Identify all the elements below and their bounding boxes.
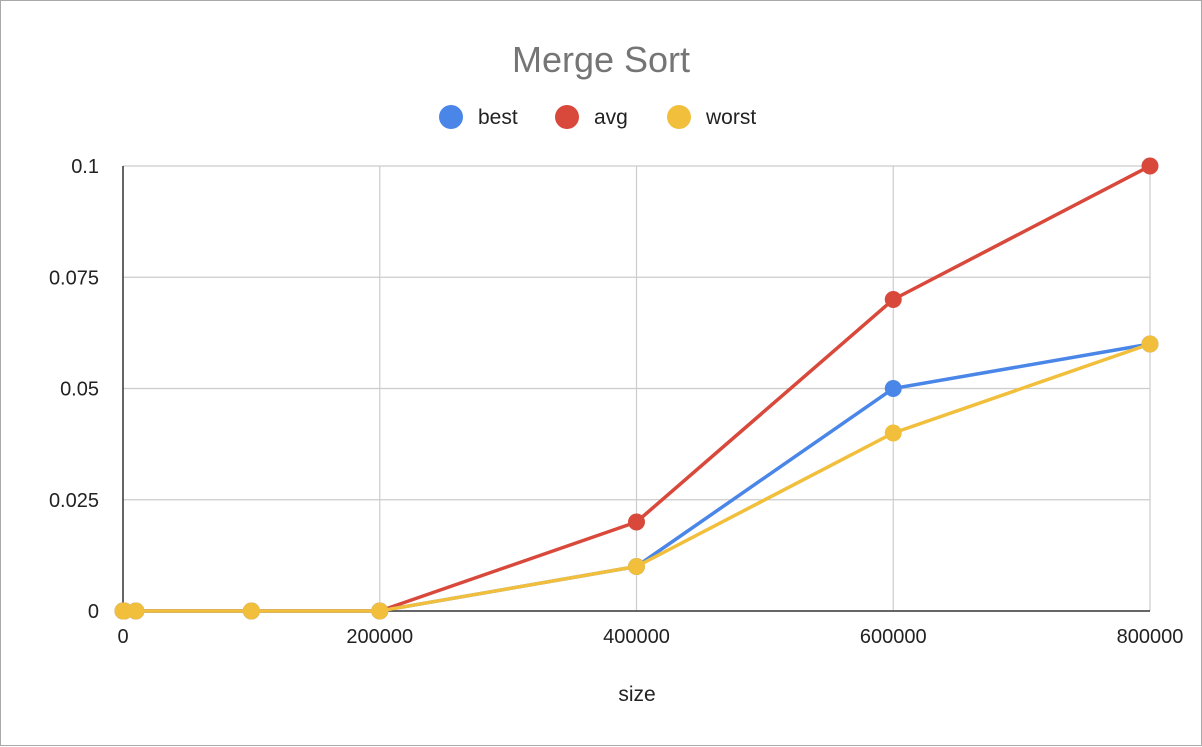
x-axis-label: size	[618, 683, 655, 706]
data-point-worst[interactable]	[127, 602, 145, 620]
y-tick-label: 0.025	[49, 490, 99, 512]
legend-item-worst[interactable]: worst	[667, 105, 756, 129]
legend: best avg worst	[439, 105, 756, 129]
data-point-worst[interactable]	[884, 424, 902, 442]
x-tick-label: 200000	[346, 626, 413, 648]
y-tick-label: 0.1	[71, 156, 99, 178]
legend-label: worst	[705, 106, 756, 129]
legend-label: best	[478, 106, 518, 129]
series	[114, 157, 1159, 620]
legend-marker	[439, 105, 463, 129]
x-tick-label: 0	[117, 626, 128, 648]
x-tick-label: 800000	[1117, 626, 1184, 648]
data-point-worst[interactable]	[628, 558, 645, 575]
series-worst	[114, 335, 1159, 620]
x-tick-label: 400000	[603, 626, 670, 648]
y-tick-label: 0.05	[60, 379, 99, 401]
chart-title: Merge Sort	[512, 39, 690, 80]
data-point-worst[interactable]	[1141, 335, 1159, 353]
data-point-best[interactable]	[884, 380, 902, 397]
legend-label: avg	[594, 106, 628, 129]
data-point-worst[interactable]	[371, 602, 389, 620]
legend-marker	[555, 105, 579, 129]
x-tick-label: 600000	[860, 626, 927, 648]
grid	[122, 165, 1151, 612]
legend-item-avg[interactable]: avg	[555, 105, 628, 129]
y-tick-label: 0.075	[49, 267, 99, 289]
y-tick-label: 0	[88, 601, 99, 623]
legend-item-best[interactable]: best	[439, 105, 518, 129]
data-point-avg[interactable]	[1141, 157, 1159, 175]
ticks: 0 0.025 0.05 0.075 0.1 0 200000 400000 600000 800…	[49, 156, 1183, 648]
legend-marker	[667, 105, 691, 129]
data-point-avg[interactable]	[884, 291, 902, 308]
data-point-avg[interactable]	[628, 513, 645, 531]
data-point-worst[interactable]	[242, 602, 260, 620]
